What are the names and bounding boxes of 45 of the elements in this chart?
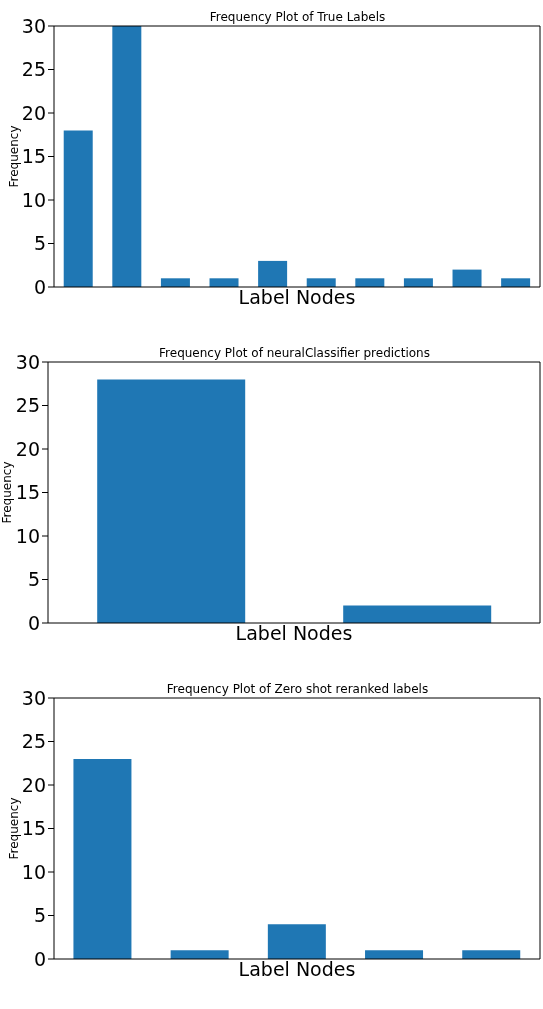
y-tick-label: 15 [15, 481, 40, 504]
y-tick-label: 30 [15, 350, 40, 373]
y-tick-label: 25 [21, 730, 46, 753]
bar [160, 278, 190, 287]
y-tick-label: 0 [27, 611, 40, 634]
y-tick-label: 0 [33, 947, 46, 970]
y-tick-label: 10 [21, 188, 46, 211]
y-tick-label: 20 [15, 437, 40, 460]
y-tick-label: 0 [33, 275, 46, 298]
bar [209, 278, 239, 287]
bar [258, 260, 288, 287]
y-tick-label: 10 [15, 524, 40, 547]
chart-title: Frequency Plot of neuralClassifier predictions [158, 346, 431, 360]
bar [462, 950, 521, 959]
bar [452, 269, 482, 287]
y-tick-label: 15 [21, 145, 46, 168]
bar [403, 278, 433, 287]
y-tick-label: 25 [21, 58, 46, 81]
bar [306, 278, 336, 287]
y-tick-label: 5 [33, 904, 46, 927]
y-tick-label: 30 [21, 14, 46, 37]
y-tick-label: 30 [21, 686, 46, 709]
y-axis-title: Frequency [0, 461, 15, 524]
y-axis-title: Frequency [7, 125, 22, 188]
bar [267, 924, 326, 959]
y-tick-label: 25 [15, 394, 40, 417]
y-tick-label: 5 [27, 568, 40, 591]
chart-title: Frequency Plot of True Labels [208, 10, 387, 24]
bar [63, 130, 93, 287]
y-tick-label: 10 [21, 860, 46, 883]
x-axis-title: Label Nodes [238, 958, 356, 981]
y-tick-label: 15 [21, 817, 46, 840]
bar [170, 950, 229, 959]
y-tick-label: 5 [33, 232, 46, 255]
x-axis-title: Label Nodes [238, 286, 356, 309]
bar [365, 950, 424, 959]
y-tick-label: 20 [21, 101, 46, 124]
y-axis-title: Frequency [7, 797, 22, 860]
y-tick-label: 20 [21, 773, 46, 796]
x-axis-title: Label Nodes [235, 622, 353, 645]
bar [112, 26, 142, 287]
bar [501, 278, 531, 287]
bar [355, 278, 385, 287]
bar [73, 758, 132, 959]
chart-title: Frequency Plot of Zero shot reranked labels [165, 682, 430, 696]
